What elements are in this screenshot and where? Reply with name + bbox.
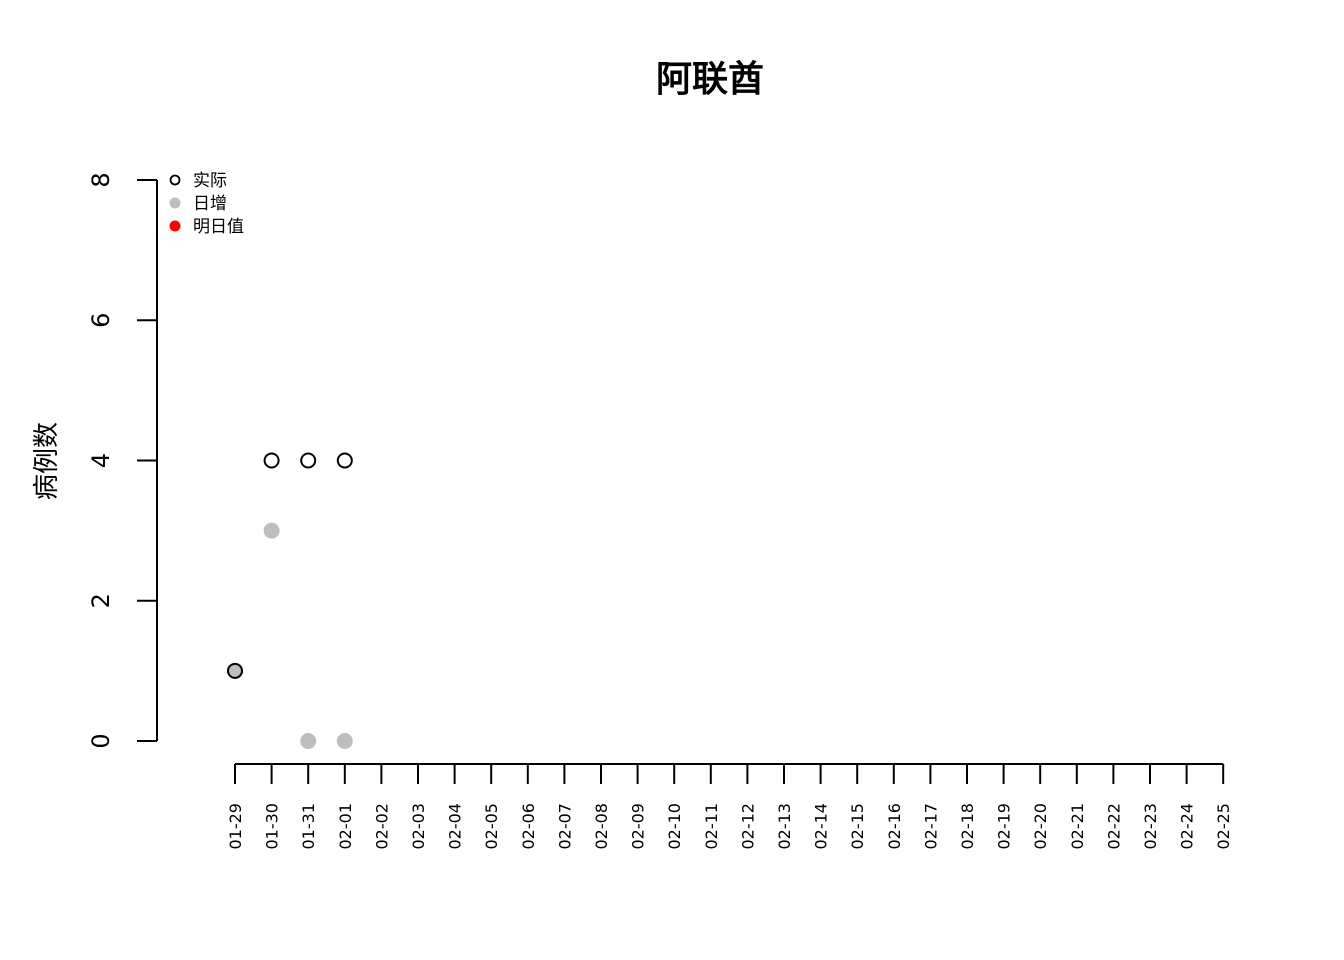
x-tick-label-02-20: 02-20 (1031, 803, 1050, 850)
point-series0-01-31 (300, 452, 317, 469)
x-tick-label-02-04: 02-04 (446, 803, 465, 850)
x-tick-label-01-31: 01-31 (299, 803, 318, 850)
legend-marker-0 (169, 174, 181, 186)
x-tick-label-02-23: 02-23 (1141, 803, 1160, 850)
x-tick-label-01-30: 01-30 (263, 803, 282, 850)
x-axis: 01-29 01-30 01-31 02-01 02-02 02-03 02-04 02-05… (226, 763, 1233, 850)
y-tick-label-6: 6 (87, 313, 115, 328)
y-tick-label-8: 8 (87, 172, 115, 187)
y-tick-label-0: 0 (87, 733, 115, 748)
x-tick-label-02-10: 02-10 (665, 803, 684, 850)
x-tick-label-02-15: 02-15 (848, 803, 867, 850)
x-tick-label-02-01: 02-01 (336, 803, 355, 850)
x-tick-label-02-07: 02-07 (555, 803, 574, 850)
point-series0-01-30 (263, 452, 280, 469)
point-series0-02-01 (336, 452, 353, 469)
chart-title: 阿联酋 (656, 59, 764, 100)
legend-label-2: 明日值 (193, 217, 244, 237)
x-tick-label-02-09: 02-09 (629, 803, 648, 850)
x-tick-label-02-08: 02-08 (592, 803, 611, 850)
x-tick-label-02-12: 02-12 (738, 803, 757, 850)
x-tick-label-02-02: 02-02 (372, 803, 391, 850)
y-axis-label: 病例数 (32, 422, 62, 500)
y-tick-label-4: 4 (87, 453, 115, 468)
legend-label-1: 日增 (193, 194, 227, 214)
legend-label-0: 实际 (193, 171, 227, 191)
x-tick-label-02-13: 02-13 (775, 803, 794, 850)
x-tick-label-01-29: 01-29 (226, 803, 245, 850)
x-tick-label-02-22: 02-22 (1104, 803, 1123, 850)
data-points (227, 452, 353, 749)
y-tick-label-2: 2 (87, 593, 115, 608)
point-series1-02-01 (336, 733, 353, 749)
x-tick-label-02-03: 02-03 (409, 803, 428, 850)
x-tick-label-02-24: 02-24 (1178, 803, 1197, 850)
x-tick-label-02-18: 02-18 (958, 803, 977, 850)
legend-marker-2 (169, 220, 181, 232)
x-tick-label-02-17: 02-17 (921, 803, 940, 850)
x-tick-label-02-14: 02-14 (812, 803, 831, 850)
legend-marker-1 (169, 197, 181, 209)
point-series0-01-29 (227, 662, 243, 679)
x-tick-label-02-11: 02-11 (702, 803, 721, 850)
point-series1-01-31 (300, 733, 317, 749)
x-tick-label-02-05: 02-05 (482, 803, 501, 850)
point-series1-01-30 (263, 522, 280, 539)
y-axis: 0 2 4 6 8 (87, 172, 158, 749)
x-tick-label-02-06: 02-06 (519, 803, 538, 850)
x-tick-label-02-25: 02-25 (1214, 803, 1233, 850)
x-tick-label-02-19: 02-19 (995, 803, 1014, 850)
x-tick-label-02-21: 02-21 (1068, 803, 1087, 850)
x-tick-label-02-16: 02-16 (885, 803, 904, 850)
point-series1-01-29 (227, 662, 243, 679)
